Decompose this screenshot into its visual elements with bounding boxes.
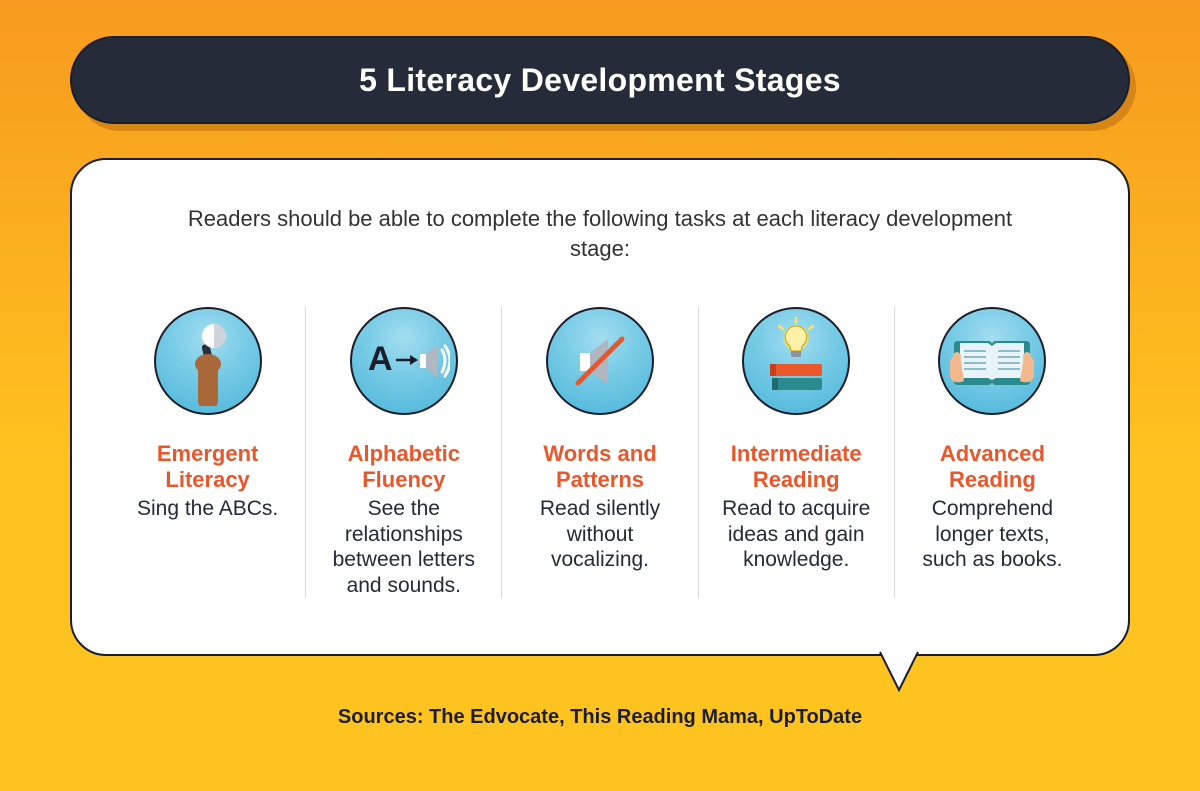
letter-to-sound-icon: A bbox=[350, 307, 458, 415]
stage-emergent: Emergent Literacy Sing the ABCs. bbox=[110, 307, 305, 598]
stage-words: Words and Patterns Read silently without… bbox=[501, 307, 697, 598]
svg-text:A: A bbox=[368, 340, 393, 378]
stage-desc: Read silently without vocalizing. bbox=[520, 496, 679, 573]
stage-intermediate: Intermediate Reading Read to acquire ide… bbox=[698, 307, 894, 598]
stage-title: Alphabetic Fluency bbox=[324, 441, 483, 492]
hands-book-icon bbox=[938, 307, 1046, 415]
stages-row: Emergent Literacy Sing the ABCs. A Alpha… bbox=[110, 307, 1090, 598]
mute-speaker-icon bbox=[546, 307, 654, 415]
stage-desc: Read to acquire ideas and gain knowledge… bbox=[717, 496, 876, 573]
stage-advanced: Advanced Reading Comprehend longer texts… bbox=[894, 307, 1090, 598]
speech-bubble-tail-icon bbox=[878, 650, 928, 690]
books-lightbulb-icon bbox=[742, 307, 850, 415]
stage-title: Intermediate Reading bbox=[717, 441, 876, 492]
stage-title: Words and Patterns bbox=[520, 441, 679, 492]
stage-title: Emergent Literacy bbox=[128, 441, 287, 492]
stage-alphabetic: A Alphabetic Fluency See the relationshi… bbox=[305, 307, 501, 598]
stage-desc: Sing the ABCs. bbox=[137, 496, 278, 522]
sources-text: Sources: The Edvocate, This Reading Mama… bbox=[70, 706, 1130, 729]
stage-desc: See the relationships between letters an… bbox=[324, 496, 483, 598]
content-bubble: Readers should be able to complete the f… bbox=[70, 158, 1130, 656]
stage-title: Advanced Reading bbox=[913, 441, 1072, 492]
page-title: 5 Literacy Development Stages bbox=[359, 62, 841, 99]
microphone-hand-icon bbox=[154, 307, 262, 415]
title-pill: 5 Literacy Development Stages bbox=[70, 36, 1130, 124]
intro-text: Readers should be able to complete the f… bbox=[170, 204, 1030, 263]
stage-desc: Comprehend longer texts, such as books. bbox=[913, 496, 1072, 573]
